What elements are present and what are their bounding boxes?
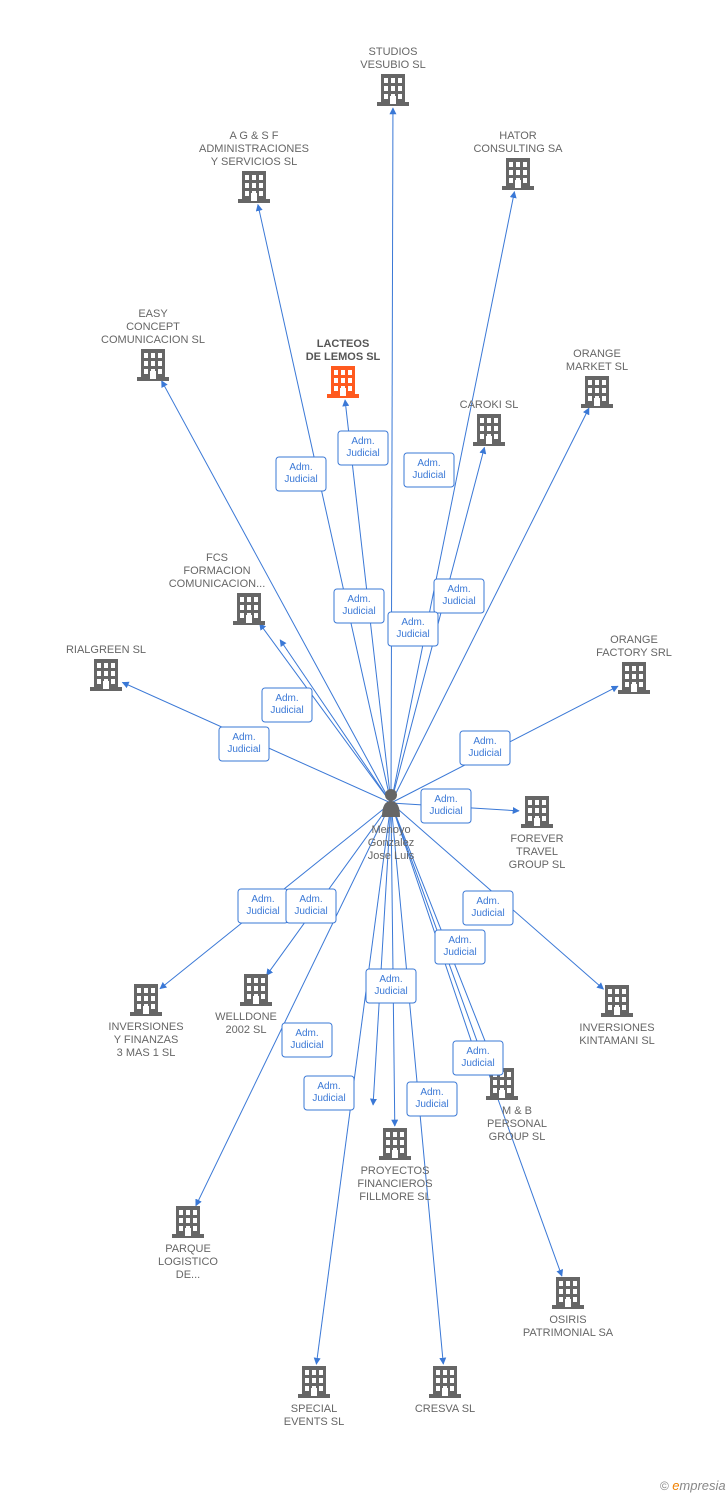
node-osiris[interactable]: OSIRISPATRIMONIAL SA <box>523 1277 614 1339</box>
edge-label-proyectos-fillmore-17: Adm.Judicial <box>366 969 416 1003</box>
edge-label-orange-factory-10: Adm.Judicial <box>460 731 510 765</box>
node-inversiones-3mas1[interactable]: INVERSIONESY FINANZAS3 MAS 1 SL <box>108 984 183 1059</box>
svg-text:RIALGREEN SL: RIALGREEN SL <box>66 644 146 656</box>
svg-text:FOREVERTRAVELGROUP SL: FOREVERTRAVELGROUP SL <box>509 833 566 871</box>
svg-text:CRESVA SL: CRESVA SL <box>415 1403 475 1415</box>
node-ags[interactable]: A G & S FADMINISTRACIONESY SERVICIOS SL <box>199 130 309 203</box>
svg-text:© empresia: © empresia <box>660 1478 726 1493</box>
svg-text:M & BPERSONALGROUP SL: M & BPERSONALGROUP SL <box>487 1105 547 1143</box>
network-diagram: MenoyoGonzalezJose Luis STUDIOSVESUBIO SL… <box>0 0 728 1500</box>
edge-label-welldone-13: Adm.Judicial <box>286 889 336 923</box>
edge-parque-logistico <box>196 803 391 1206</box>
edge-label-orange-market-5: Adm.Judicial <box>434 579 484 613</box>
node-rialgreen[interactable]: RIALGREEN SL <box>66 644 146 691</box>
edge-label-mb-personal-16: Adm.Judicial <box>453 1041 503 1075</box>
svg-text:LACTEOSDE LEMOS SL: LACTEOSDE LEMOS SL <box>306 338 381 363</box>
svg-text:OSIRISPATRIMONIAL SA: OSIRISPATRIMONIAL SA <box>523 1314 614 1339</box>
svg-text:PROYECTOSFINANCIEROSFILLMORE S: PROYECTOSFINANCIEROSFILLMORE SL <box>357 1165 432 1203</box>
svg-text:EASYCONCEPTCOMUNICACION SL: EASYCONCEPTCOMUNICACION SL <box>101 308 205 346</box>
svg-text:INVERSIONESKINTAMANI SL: INVERSIONESKINTAMANI SL <box>579 1022 655 1047</box>
edge-label-special-events-21: Adm.Judicial <box>407 1082 457 1116</box>
edge-label-mb-personal-15: Adm.Judicial <box>435 930 485 964</box>
node-caroki[interactable]: CAROKI SL <box>460 399 519 446</box>
svg-text:FCSFORMACIONCOMUNICACION...: FCSFORMACIONCOMUNICACION... <box>169 552 266 590</box>
edge-label-ags-1: Adm.Judicial <box>276 457 326 491</box>
svg-text:WELLDONE2002 SL: WELLDONE2002 SL <box>215 1011 277 1036</box>
svg-text:ORANGEMARKET SL: ORANGEMARKET SL <box>566 348 628 373</box>
svg-text:MenoyoGonzalezJose Luis: MenoyoGonzalezJose Luis <box>368 824 415 862</box>
svg-text:SPECIALEVENTS SL: SPECIALEVENTS SL <box>284 1403 345 1428</box>
node-studios-vesubio[interactable]: STUDIOSVESUBIO SL <box>360 46 425 106</box>
node-inversiones-kintamani[interactable]: INVERSIONESKINTAMANI SL <box>579 985 655 1047</box>
node-orange-market[interactable]: ORANGEMARKET SL <box>566 348 628 408</box>
edge-label-forever-travel-11: Adm.Judicial <box>421 789 471 823</box>
edge-hator <box>391 192 514 803</box>
edge-label-inversiones-3mas1-12: Adm.Judicial <box>238 889 288 923</box>
svg-text:PARQUELOGISTICODE...: PARQUELOGISTICODE... <box>158 1243 218 1281</box>
node-cresva[interactable]: CRESVA SL <box>415 1366 475 1415</box>
node-welldone[interactable]: WELLDONE2002 SL <box>215 974 277 1036</box>
edge-label-proyectos-fillmore-18: Adm.Judicial <box>304 1076 354 1110</box>
copyright: © empresia <box>660 1478 726 1493</box>
edge-label-inversiones-kintamani-14: Adm.Judicial <box>463 891 513 925</box>
svg-text:CAROKI SL: CAROKI SL <box>460 399 519 411</box>
svg-text:STUDIOSVESUBIO SL: STUDIOSVESUBIO SL <box>360 46 425 71</box>
edge-label-fcs-7: Adm.Judicial <box>262 688 312 722</box>
edge-label-parque-logistico-19: Adm.Judicial <box>282 1023 332 1057</box>
node-forever-travel[interactable]: FOREVERTRAVELGROUP SL <box>509 796 566 871</box>
node-lacteos[interactable]: LACTEOSDE LEMOS SL <box>306 338 381 398</box>
node-parque-logistico[interactable]: PARQUELOGISTICODE... <box>158 1206 218 1281</box>
edge-label-hator-2: Adm.Judicial <box>404 453 454 487</box>
svg-text:INVERSIONESY FINANZAS3 MAS 1 S: INVERSIONESY FINANZAS3 MAS 1 SL <box>108 1021 183 1059</box>
nodes-layer: MenoyoGonzalezJose Luis STUDIOSVESUBIO SL… <box>66 46 672 1428</box>
node-easy-concept[interactable]: EASYCONCEPTCOMUNICACION SL <box>101 308 205 381</box>
edge-osiris <box>391 803 562 1276</box>
node-mb-personal[interactable]: M & BPERSONALGROUP SL <box>486 1068 547 1143</box>
edge-label-caroki-6: Adm.Judicial <box>388 612 438 646</box>
center-person[interactable]: MenoyoGonzalezJose Luis <box>368 789 415 862</box>
node-orange-factory[interactable]: ORANGEFACTORY SRL <box>596 634 672 694</box>
svg-text:HATORCONSULTING SA: HATORCONSULTING SA <box>473 130 563 155</box>
node-fcs[interactable]: FCSFORMACIONCOMUNICACION... <box>169 552 266 625</box>
node-proyectos-fillmore[interactable]: PROYECTOSFINANCIEROSFILLMORE SL <box>357 1128 432 1203</box>
edge-studios-vesubio <box>391 108 393 803</box>
node-hator[interactable]: HATORCONSULTING SA <box>473 130 563 190</box>
edge-label-studios-vesubio-0: Adm.Judicial <box>338 431 388 465</box>
svg-text:A G & S FADMINISTRACIONESY SER: A G & S FADMINISTRACIONESY SERVICIOS SL <box>199 130 309 168</box>
node-special-events[interactable]: SPECIALEVENTS SL <box>284 1366 345 1428</box>
svg-text:ORANGEFACTORY SRL: ORANGEFACTORY SRL <box>596 634 672 659</box>
edge-label-rialgreen-9: Adm.Judicial <box>219 727 269 761</box>
edge-label-fcs-8: Adm.Judicial <box>334 589 384 623</box>
